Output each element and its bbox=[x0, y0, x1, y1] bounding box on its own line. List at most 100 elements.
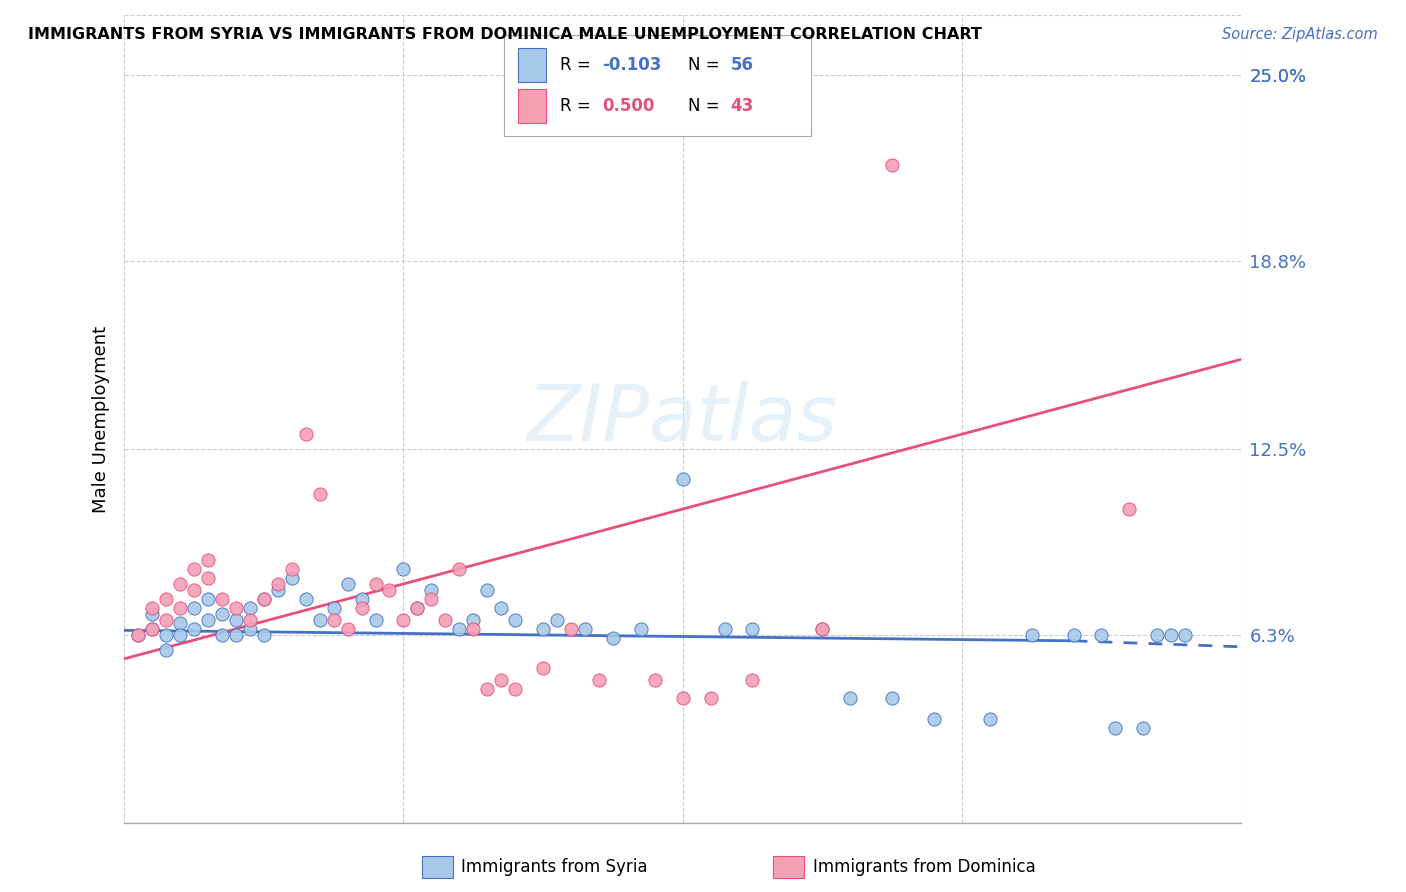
Point bbox=[463, 622, 485, 636]
Point bbox=[531, 661, 554, 675]
Text: N =: N = bbox=[688, 96, 725, 114]
Point bbox=[239, 613, 262, 627]
Point bbox=[811, 622, 834, 636]
Point bbox=[1118, 502, 1140, 516]
Point bbox=[574, 622, 596, 636]
Point bbox=[392, 613, 415, 627]
Text: R =: R = bbox=[560, 56, 596, 74]
Point bbox=[1174, 628, 1197, 642]
Point bbox=[322, 600, 344, 615]
Point bbox=[280, 571, 302, 585]
Point bbox=[211, 628, 233, 642]
Point bbox=[127, 628, 149, 642]
Text: -0.103: -0.103 bbox=[602, 56, 662, 74]
Point bbox=[713, 622, 735, 636]
Point bbox=[531, 622, 554, 636]
Point bbox=[211, 591, 233, 606]
Point bbox=[183, 562, 205, 576]
Point bbox=[880, 690, 903, 705]
Point bbox=[197, 571, 219, 585]
Point bbox=[406, 600, 429, 615]
Text: N =: N = bbox=[688, 56, 725, 74]
Point bbox=[979, 712, 1001, 726]
Point bbox=[197, 591, 219, 606]
Point bbox=[1021, 628, 1043, 642]
Point bbox=[1160, 628, 1182, 642]
Text: Immigrants from Syria: Immigrants from Syria bbox=[461, 858, 648, 876]
Point bbox=[477, 582, 499, 597]
Point bbox=[308, 487, 330, 501]
Point bbox=[308, 613, 330, 627]
Text: 43: 43 bbox=[731, 96, 754, 114]
Point bbox=[434, 613, 457, 627]
Point bbox=[350, 591, 373, 606]
Point bbox=[350, 600, 373, 615]
Point bbox=[267, 582, 290, 597]
Point bbox=[672, 472, 695, 486]
Point bbox=[155, 591, 177, 606]
Point bbox=[839, 690, 862, 705]
Text: Source: ZipAtlas.com: Source: ZipAtlas.com bbox=[1222, 27, 1378, 42]
Point bbox=[225, 600, 247, 615]
Point bbox=[253, 591, 276, 606]
Text: 0.500: 0.500 bbox=[602, 96, 655, 114]
Point bbox=[225, 628, 247, 642]
Point bbox=[197, 613, 219, 627]
Point bbox=[155, 613, 177, 627]
Point bbox=[1132, 721, 1154, 735]
Point bbox=[489, 600, 512, 615]
Point bbox=[420, 582, 443, 597]
Point bbox=[449, 562, 471, 576]
Point bbox=[253, 591, 276, 606]
Point bbox=[880, 158, 903, 172]
FancyBboxPatch shape bbox=[519, 88, 547, 122]
Point bbox=[588, 673, 610, 687]
Point bbox=[155, 642, 177, 657]
Point bbox=[336, 577, 359, 591]
Point bbox=[169, 577, 191, 591]
Point bbox=[183, 600, 205, 615]
Point bbox=[141, 622, 163, 636]
Text: 56: 56 bbox=[731, 56, 754, 74]
Point bbox=[644, 673, 666, 687]
Point bbox=[127, 628, 149, 642]
Point bbox=[420, 591, 443, 606]
Point bbox=[239, 622, 262, 636]
Point bbox=[449, 622, 471, 636]
Point bbox=[141, 622, 163, 636]
Point bbox=[672, 690, 695, 705]
Point bbox=[141, 607, 163, 621]
Point bbox=[546, 613, 568, 627]
Point bbox=[197, 553, 219, 567]
Point bbox=[169, 600, 191, 615]
Point bbox=[741, 622, 763, 636]
Point bbox=[239, 600, 262, 615]
Point bbox=[280, 562, 302, 576]
Point bbox=[169, 628, 191, 642]
Point bbox=[322, 613, 344, 627]
Point bbox=[463, 613, 485, 627]
Point bbox=[267, 577, 290, 591]
Point bbox=[489, 673, 512, 687]
Point bbox=[811, 622, 834, 636]
Point bbox=[253, 628, 276, 642]
Point bbox=[1146, 628, 1168, 642]
Point bbox=[211, 607, 233, 621]
Point bbox=[336, 622, 359, 636]
Text: Immigrants from Dominica: Immigrants from Dominica bbox=[813, 858, 1035, 876]
Point bbox=[560, 622, 582, 636]
Point bbox=[183, 622, 205, 636]
Point bbox=[503, 613, 526, 627]
Point bbox=[183, 582, 205, 597]
Point bbox=[406, 600, 429, 615]
Y-axis label: Male Unemployment: Male Unemployment bbox=[93, 326, 110, 513]
FancyBboxPatch shape bbox=[503, 35, 811, 136]
Point bbox=[1063, 628, 1085, 642]
Point bbox=[1104, 721, 1126, 735]
Point bbox=[392, 562, 415, 576]
Point bbox=[699, 690, 721, 705]
Point bbox=[155, 628, 177, 642]
Point bbox=[503, 681, 526, 696]
FancyBboxPatch shape bbox=[519, 48, 547, 82]
Point bbox=[477, 681, 499, 696]
